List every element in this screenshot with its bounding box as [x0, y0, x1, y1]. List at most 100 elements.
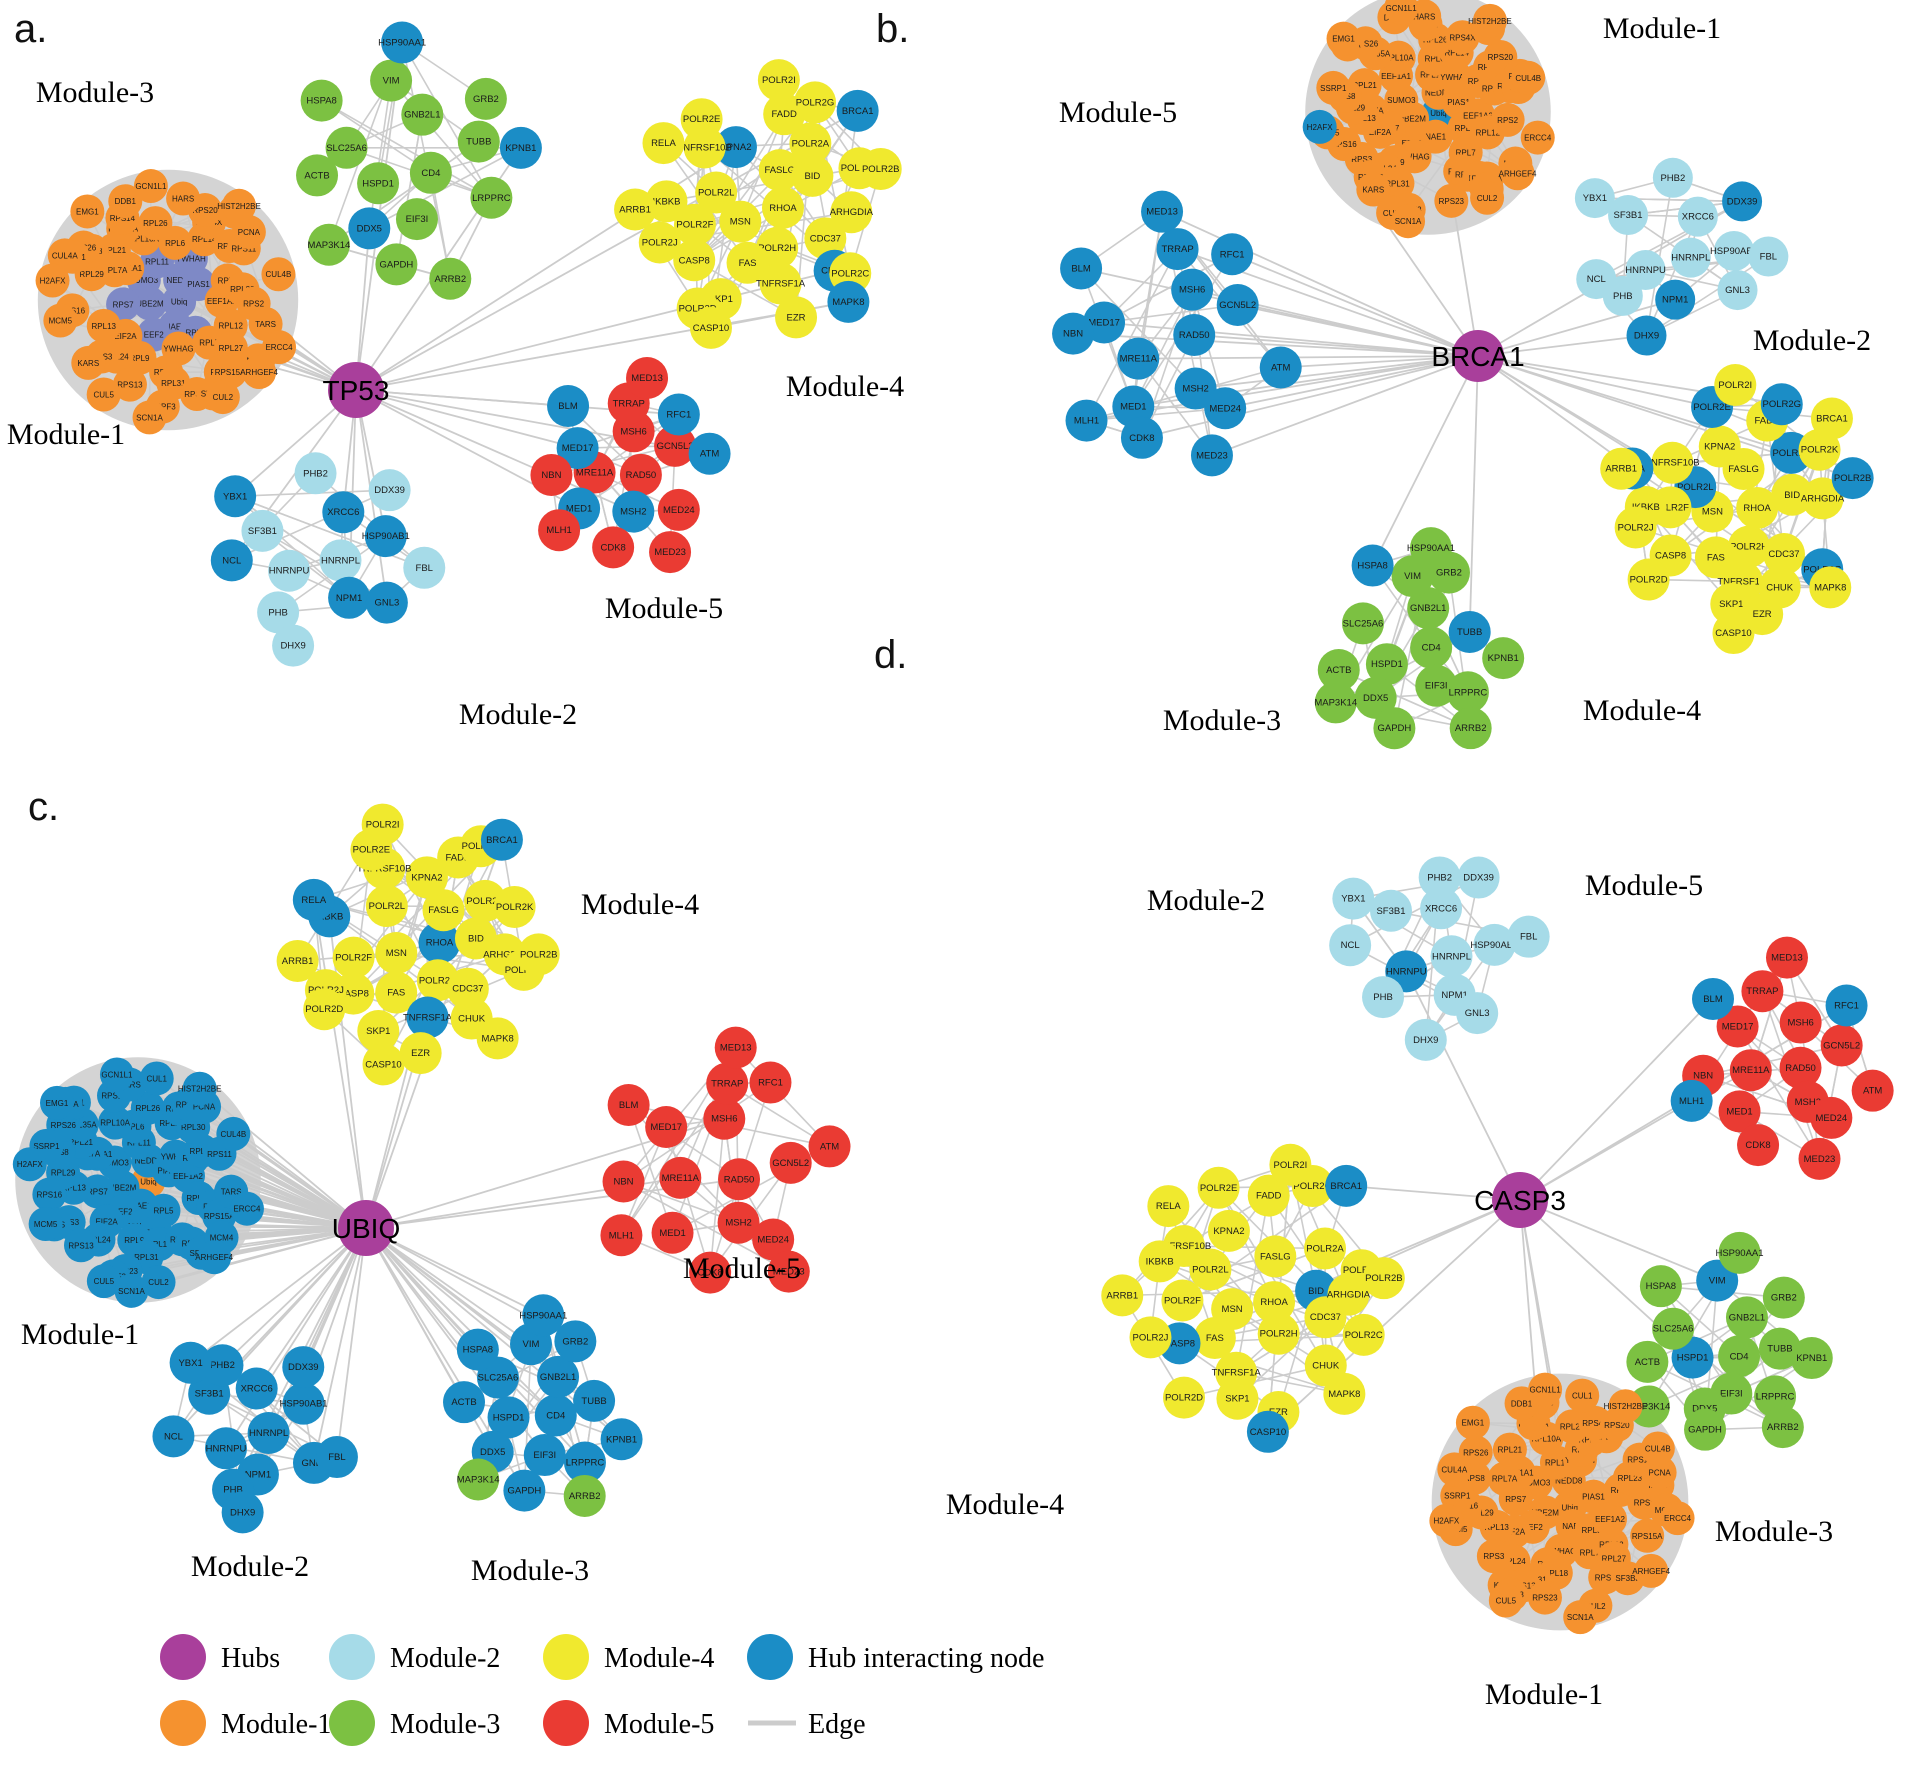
node-TUBB[interactable]: TUBB	[1448, 610, 1491, 653]
node-RELA[interactable]: RELA	[1147, 1185, 1190, 1228]
node-GCN1L1[interactable]: GCN1L1	[133, 169, 168, 204]
node-PHB[interactable]: PHB	[257, 591, 300, 634]
node-CDK8[interactable]: CDK8	[1737, 1124, 1780, 1167]
node-RHOA[interactable]: RHOA	[761, 186, 804, 229]
node-TUBB[interactable]: TUBB	[1758, 1327, 1801, 1370]
node-ACTB[interactable]: ACTB	[443, 1381, 486, 1424]
node-HSP90AA1[interactable]: HSP90AA1	[1715, 1231, 1764, 1274]
node-NCL[interactable]: NCL	[1329, 924, 1372, 967]
node-MED24[interactable]: MED24	[657, 488, 700, 531]
node-DHX9[interactable]: DHX9	[221, 1491, 264, 1534]
node-POLR2H[interactable]: POLR2H	[1727, 525, 1770, 568]
node-BLM[interactable]: BLM	[547, 384, 590, 427]
node-CASP10[interactable]: CASP10	[362, 1043, 405, 1086]
node-HSP90AA1[interactable]: HSP90AA1	[519, 1294, 567, 1337]
node-KARS[interactable]: KARS	[71, 345, 106, 380]
node-BID[interactable]: BID	[1771, 473, 1814, 516]
node-MED17[interactable]: MED17	[1716, 1005, 1759, 1048]
node-MED23[interactable]: MED23	[767, 1250, 810, 1293]
node-ARHGEF4[interactable]: ARHGEF4	[195, 1240, 234, 1275]
node-POLR2D[interactable]: POLR2D	[1162, 1376, 1205, 1419]
node-MED17[interactable]: MED17	[645, 1106, 688, 1149]
node-POLR2L[interactable]: POLR2L	[695, 171, 738, 214]
node-NBN[interactable]: NBN	[1052, 312, 1095, 355]
node-H2AFX[interactable]: H2AFX	[35, 263, 70, 298]
node-ATM[interactable]: ATM	[1851, 1069, 1894, 1112]
node-GRB2[interactable]: GRB2	[464, 77, 507, 120]
node-KARS[interactable]: KARS	[1356, 172, 1391, 207]
node-FBL[interactable]: FBL	[315, 1436, 358, 1479]
node-DDB1[interactable]: DDB1	[108, 184, 143, 219]
node-POLR2B[interactable]: POLR2B	[859, 147, 902, 190]
node-MRE11A[interactable]: MRE11A	[659, 1156, 702, 1199]
node-CUL2[interactable]: CUL2	[1470, 180, 1505, 215]
node-POLR2J[interactable]: POLR2J	[1614, 506, 1657, 549]
node-DHX9[interactable]: DHX9	[272, 624, 315, 667]
node-FBL[interactable]: FBL	[1748, 236, 1789, 277]
node-ARHGEF4[interactable]: ARHGEF4	[240, 355, 279, 390]
node-FAS[interactable]: FAS	[375, 971, 418, 1014]
node-SCN1A[interactable]: SCN1A	[1391, 204, 1426, 239]
node-DDX39[interactable]: DDX39	[1457, 856, 1500, 899]
node-MSH6[interactable]: MSH6	[703, 1097, 746, 1140]
node-DDX5[interactable]: DDX5	[348, 207, 391, 250]
node-HIST2H2BE[interactable]: HIST2H2BE	[178, 1071, 222, 1106]
node-DHX9[interactable]: DHX9	[1404, 1018, 1447, 1061]
node-SLC25A6[interactable]: SLC25A6	[1652, 1307, 1695, 1350]
node-EIF3I[interactable]: EIF3I	[1415, 664, 1458, 707]
node-YBX1[interactable]: YBX1	[1332, 877, 1375, 920]
node-GCN5L2[interactable]: GCN5L2	[1216, 284, 1259, 327]
node-YBX1[interactable]: YBX1	[1574, 178, 1615, 219]
node-HNRNPU[interactable]: HNRNPU	[1625, 249, 1666, 290]
node-SF3B1[interactable]: SF3B1	[241, 509, 284, 552]
node-XRCC6[interactable]: XRCC6	[322, 491, 365, 534]
node-KPNB1[interactable]: KPNB1	[1482, 637, 1525, 680]
node-RFC1[interactable]: RFC1	[657, 393, 700, 436]
node-CUL2[interactable]: CUL2	[141, 1265, 176, 1300]
node-BRCA1[interactable]: BRCA1	[836, 89, 879, 132]
node-BLM[interactable]: BLM	[607, 1084, 650, 1127]
node-NBN[interactable]: NBN	[530, 454, 573, 497]
node-TRRAP[interactable]: TRRAP	[1741, 970, 1784, 1013]
node-GAPDH[interactable]: GAPDH	[503, 1469, 546, 1512]
node-ARRB2[interactable]: ARRB2	[563, 1474, 606, 1517]
node-PHB2[interactable]: PHB2	[294, 452, 337, 495]
node-GCN1L1[interactable]: GCN1L1	[99, 1057, 134, 1092]
node-ARRB1[interactable]: ARRB1	[1101, 1274, 1144, 1317]
node-MAPK8[interactable]: MAPK8	[1809, 566, 1852, 609]
node-KPNA2[interactable]: KPNA2	[1207, 1209, 1250, 1252]
node-SLC25A6[interactable]: SLC25A6	[1341, 602, 1384, 645]
node-SCN1A[interactable]: SCN1A	[132, 400, 167, 435]
node-MSH2[interactable]: MSH2	[1174, 367, 1217, 410]
node-POLR2D[interactable]: POLR2D	[1627, 558, 1670, 601]
node-KPNA2[interactable]: KPNA2	[714, 126, 757, 169]
node-RPL26[interactable]: RPL26	[130, 1090, 165, 1125]
node-RPS4X[interactable]: RPS4X	[1445, 20, 1480, 55]
node-MED13[interactable]: MED13	[1141, 190, 1184, 233]
node-SSRP1[interactable]: SSRP1	[1316, 70, 1351, 105]
node-CUL4A[interactable]: CUL4A	[47, 238, 82, 273]
node-MAP3K14[interactable]: MAP3K14	[308, 223, 351, 266]
node-FASLG[interactable]: FASLG	[1254, 1235, 1297, 1278]
node-BRCA1[interactable]: BRCA1	[1325, 1164, 1368, 1207]
node-HNRNPL[interactable]: HNRNPL	[1670, 237, 1711, 278]
node-HSPA8[interactable]: HSPA8	[1639, 1265, 1682, 1308]
node-RPS16[interactable]: RPS16	[32, 1177, 67, 1212]
node-SCN1A[interactable]: SCN1A	[114, 1273, 149, 1308]
node-BID[interactable]: BID	[791, 154, 834, 197]
node-MCM5[interactable]: MCM5	[28, 1207, 63, 1242]
node-POLR2I[interactable]: POLR2I	[1269, 1143, 1312, 1186]
node-TUBB[interactable]: TUBB	[573, 1379, 616, 1422]
node-POLR2G[interactable]: POLR2G	[1760, 383, 1803, 426]
node-MSH6[interactable]: MSH6	[1171, 268, 1214, 311]
node-CD4[interactable]: CD4	[409, 151, 452, 194]
node-MAP3K14[interactable]: MAP3K14	[457, 1458, 500, 1501]
node-HSP90AB1[interactable]: HSP90AB1	[362, 515, 410, 558]
node-DDX39[interactable]: DDX39	[368, 469, 411, 512]
node-HSPD1[interactable]: HSPD1	[487, 1396, 530, 1439]
node-DDX39[interactable]: DDX39	[1722, 181, 1763, 222]
node-HSPD1[interactable]: HSPD1	[1365, 643, 1408, 686]
node-HIST2H2BE[interactable]: HIST2H2BE	[1604, 1389, 1648, 1424]
node-MLH1[interactable]: MLH1	[600, 1214, 643, 1257]
node-HSP90AA1[interactable]: HSP90AA1	[1407, 527, 1455, 570]
